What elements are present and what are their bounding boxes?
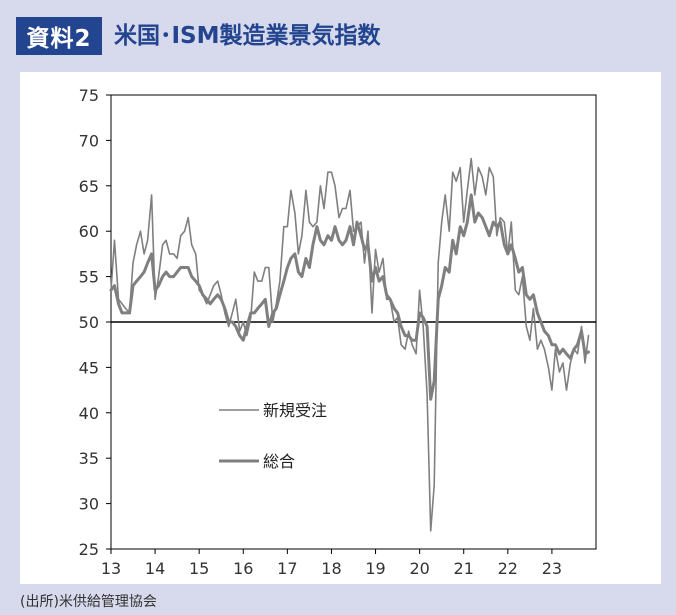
chart-panel: 25 30 35 40 45 50 55 60 65 70 75 13 14 15 16 17 18 19 20 21… — [20, 72, 661, 584]
x-tick-label-17: 17 — [277, 559, 297, 578]
x-tick-label-16: 16 — [233, 559, 253, 578]
x-tick-label-13: 13 — [101, 559, 121, 578]
x-tick-label-23: 23 — [542, 559, 562, 578]
y-tick-label-55: 55 — [79, 268, 99, 287]
y-tick-label-70: 70 — [79, 131, 99, 150]
y-tick-label-45: 45 — [79, 358, 99, 377]
chart-axes: 25 30 35 40 45 50 55 60 65 70 75 13 14 15 16 17 18 19 20 21… — [79, 86, 597, 578]
x-tick-label-21: 21 — [454, 559, 474, 578]
x-tick-label-20: 20 — [409, 559, 429, 578]
y-tick-label-30: 30 — [79, 495, 99, 514]
legend-label-composite: 総合 — [263, 452, 295, 471]
figure-number-badge: 資料2 — [16, 17, 102, 55]
y-tick-label-40: 40 — [79, 404, 99, 423]
y-tick-label-50: 50 — [79, 313, 99, 332]
x-tick-label-18: 18 — [321, 559, 341, 578]
legend-label-new-orders: 新規受注 — [263, 401, 327, 420]
x-tick-label-19: 19 — [365, 559, 385, 578]
y-tick-label-65: 65 — [79, 177, 99, 196]
ism-line-chart: 25 30 35 40 45 50 55 60 65 70 75 13 14 15 16 17 18 19 20 21… — [79, 86, 597, 578]
chart-title: 米国･ISM製造業景気指数 — [114, 23, 381, 49]
x-tick-label-22: 22 — [498, 559, 518, 578]
y-tick-label-25: 25 — [79, 540, 99, 559]
source-note: (出所)米供給管理協会 — [20, 594, 157, 610]
series-line-new-orders — [110, 157, 590, 532]
x-tick-label-15: 15 — [189, 559, 209, 578]
x-tick-label-14: 14 — [145, 559, 165, 578]
y-tick-label-60: 60 — [79, 222, 99, 241]
series-lines — [109, 157, 590, 532]
y-tick-label-75: 75 — [79, 86, 99, 105]
header: 資料2 米国･ISM製造業景気指数 — [0, 0, 676, 70]
series-line-composite — [109, 193, 590, 401]
y-tick-label-35: 35 — [79, 449, 99, 468]
